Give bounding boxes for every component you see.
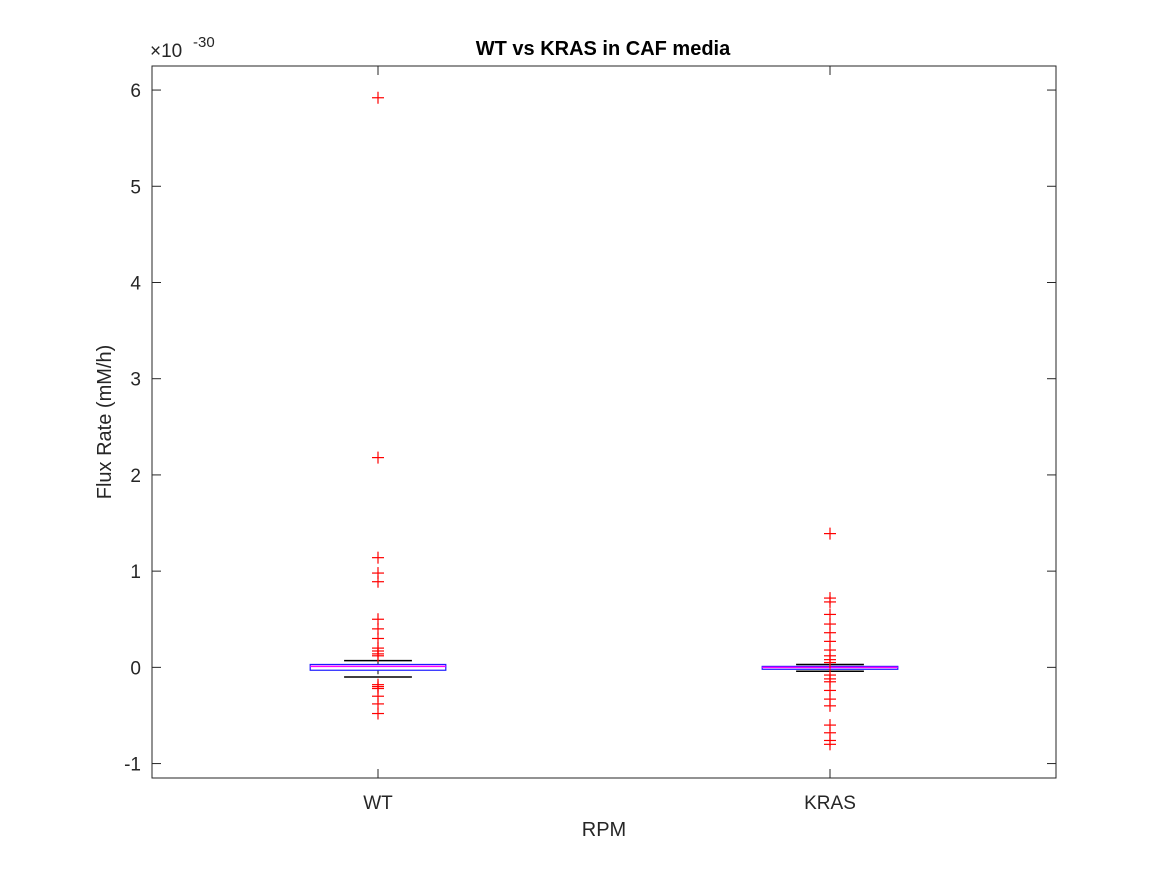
y-axis-label: Flux Rate (mM/h) bbox=[94, 345, 116, 499]
exponent-base: ×10 bbox=[150, 41, 182, 62]
y-tick-label: 3 bbox=[130, 370, 141, 391]
box-series bbox=[309, 91, 899, 751]
y-tick-label: 0 bbox=[130, 658, 141, 679]
y-axis-ticks: -1 0 1 2 3 4 5 6 bbox=[124, 81, 1056, 776]
box-kras bbox=[761, 527, 899, 751]
outlier-marker bbox=[824, 738, 836, 751]
y-tick-label: 2 bbox=[130, 466, 141, 487]
outlier-marker bbox=[372, 649, 384, 662]
y-tick-label: -1 bbox=[124, 755, 141, 776]
interquartile-box bbox=[309, 663, 447, 671]
x-tick-label: WT bbox=[363, 793, 393, 814]
outlier-marker bbox=[824, 527, 836, 540]
exponent-power: -30 bbox=[193, 34, 215, 51]
y-axis-exponent-label: ×10 -30 bbox=[150, 34, 215, 62]
y-tick-label: 4 bbox=[130, 273, 141, 294]
outlier-marker bbox=[824, 595, 836, 608]
box-wt bbox=[309, 91, 447, 720]
x-axis-label: RPM bbox=[582, 819, 626, 841]
outlier-marker bbox=[824, 656, 836, 669]
outlier-marker bbox=[372, 551, 384, 564]
outlier-marker bbox=[372, 91, 384, 104]
outlier-marker bbox=[824, 699, 836, 712]
chart-title: WT vs KRAS in CAF media bbox=[476, 38, 731, 60]
y-tick-label: 5 bbox=[130, 177, 141, 198]
x-tick-label: KRAS bbox=[804, 793, 856, 814]
y-tick-label: 6 bbox=[130, 81, 141, 102]
outlier-marker bbox=[372, 451, 384, 464]
x-axis-ticks: WT KRAS bbox=[363, 66, 856, 814]
plot-area bbox=[151, 65, 1057, 779]
outlier-marker bbox=[372, 707, 384, 720]
y-tick-label: 1 bbox=[130, 562, 141, 583]
outlier-marker bbox=[372, 575, 384, 588]
